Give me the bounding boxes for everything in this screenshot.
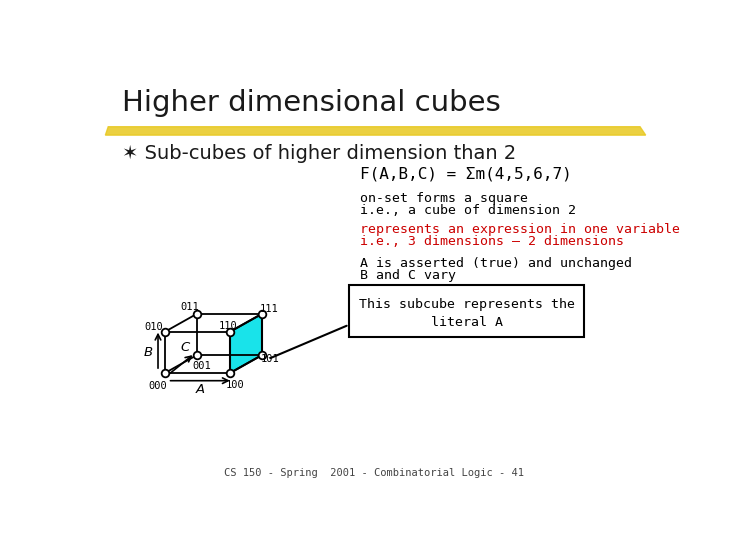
Text: F(A,B,C) = Σm(4,5,6,7): F(A,B,C) = Σm(4,5,6,7) [360, 167, 572, 182]
Polygon shape [230, 314, 262, 373]
Text: B: B [143, 346, 153, 359]
Text: ✶ Sub-cubes of higher dimension than 2: ✶ Sub-cubes of higher dimension than 2 [123, 143, 517, 162]
Text: A: A [196, 382, 204, 395]
Text: represents an expression in one variable: represents an expression in one variable [360, 223, 680, 236]
Text: C: C [180, 341, 189, 354]
Polygon shape [105, 127, 645, 135]
Text: 001: 001 [192, 360, 211, 370]
Text: This subcube represents the: This subcube represents the [358, 298, 575, 311]
Text: B and C vary: B and C vary [360, 269, 456, 282]
Text: literal A: literal A [431, 316, 503, 329]
Bar [349, 284, 584, 337]
Text: 010: 010 [144, 322, 163, 332]
Text: 011: 011 [180, 302, 199, 312]
Text: on-set forms a square: on-set forms a square [360, 192, 528, 205]
Text: CS 150 - Spring  2001 - Combinatorial Logic - 41: CS 150 - Spring 2001 - Combinatorial Log… [224, 468, 524, 478]
Text: i.e., 3 dimensions – 2 dimensions: i.e., 3 dimensions – 2 dimensions [360, 235, 624, 248]
Text: i.e., a cube of dimension 2: i.e., a cube of dimension 2 [360, 204, 576, 217]
Text: 111: 111 [260, 304, 278, 313]
Text: A is asserted (true) and unchanged: A is asserted (true) and unchanged [360, 257, 632, 270]
Text: 100: 100 [226, 380, 245, 390]
Text: 000: 000 [148, 381, 167, 391]
Text: Higher dimensional cubes: Higher dimensional cubes [123, 89, 501, 117]
Text: 101: 101 [261, 354, 280, 364]
Text: 110: 110 [218, 321, 237, 330]
